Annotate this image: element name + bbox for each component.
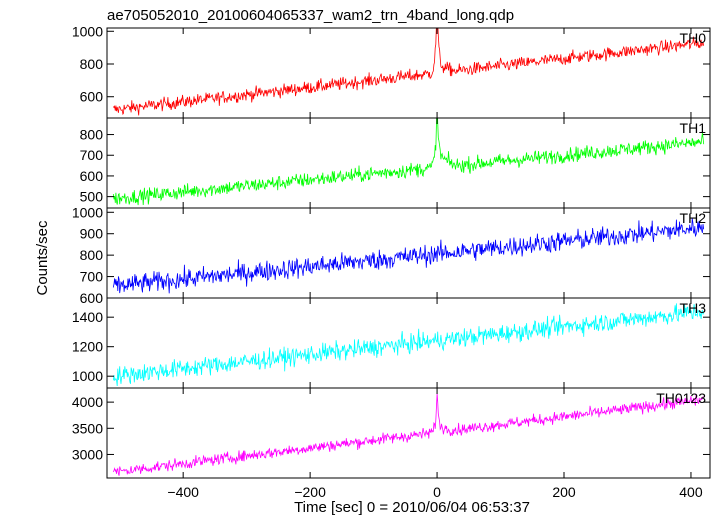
panel-label: TH2 [680,210,707,226]
panel-th0123: 3000 3500 4000 TH0123 [72,387,711,479]
series-th2 [112,218,705,294]
y-tick-label: 800 [80,127,104,143]
panel-th3: 1000 1200 1400 TH3 [72,297,711,389]
y-tick-label: 600 [80,168,104,184]
panel-label: TH1 [680,120,707,136]
y-tick-label: 1000 [72,368,103,384]
y-tick-label: 600 [80,290,104,306]
y-tick-label: 1200 [72,339,103,355]
panel-stack: 600 800 1000 TH0 500 600 700 800 TH1 600 700 800 900… [72,23,711,479]
y-tick-label: 3000 [72,446,103,462]
y-tick-label: 900 [80,226,104,242]
x-axis-label: Time [sec] 0 = 2010/06/04 06:53:37 [294,499,530,516]
y-tick-label: 500 [80,189,104,205]
y-tick-label: 1400 [72,309,103,325]
panel-frame [106,27,711,119]
y-tick-label: 600 [80,89,104,105]
panel-th1: 500 600 700 800 TH1 [80,117,711,209]
series-th0 [112,28,705,116]
series-th1 [112,118,705,206]
x-tick-label: 200 [552,484,576,500]
x-tick-label: 0 [433,484,441,500]
y-tick-label: 700 [80,269,104,285]
panel-label: TH0123 [656,390,706,406]
y-tick-label: 1000 [72,204,103,220]
y-tick-label: 1000 [72,23,103,39]
y-axis-label: Counts/sec [34,220,51,296]
panel-label: TH3 [680,300,707,316]
x-tick-label: −200 [294,484,326,500]
panel-th2: 600 700 800 900 1000 TH2 [72,204,711,306]
series-th3 [112,303,705,387]
y-tick-label: 3500 [72,420,103,436]
y-tick-label: 800 [80,247,104,263]
y-tick-label: 700 [80,147,104,163]
panel-frame [106,387,711,479]
chart-title: ae705052010_20100604065337_wam2_trn_4ban… [107,7,514,24]
x-tick-label: −400 [167,484,199,500]
x-axis-ticks: −400 −200 0 200 400 [167,484,702,500]
x-tick-label: 400 [679,484,703,500]
panel-label: TH0 [680,30,707,46]
y-tick-label: 4000 [72,394,103,410]
y-tick-label: 800 [80,56,104,72]
panel-frame [106,207,711,299]
series-th0123 [112,393,704,476]
